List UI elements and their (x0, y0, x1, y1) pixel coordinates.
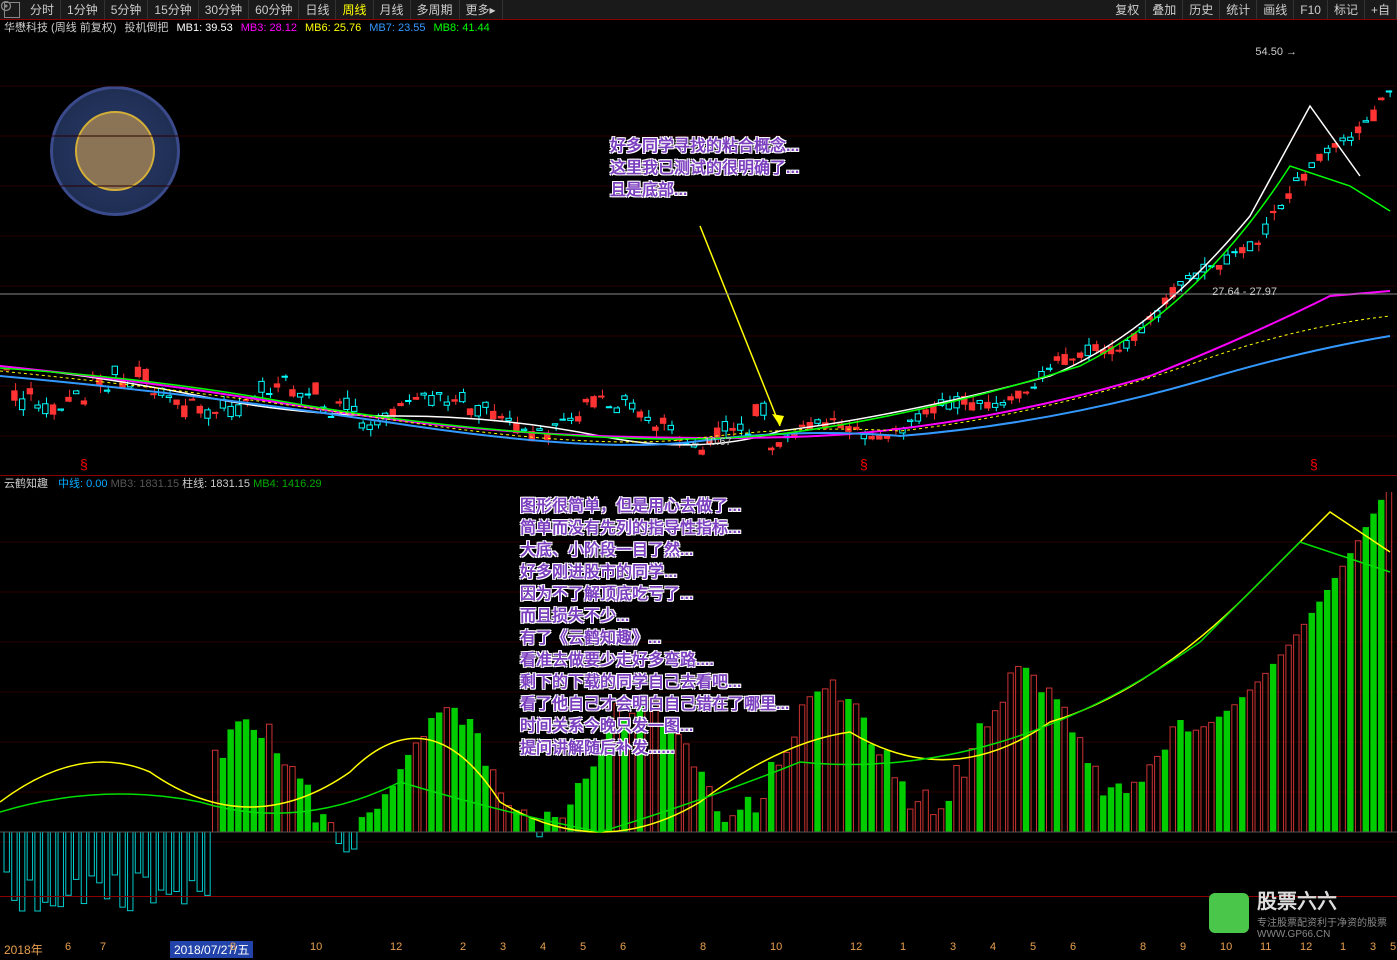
period-tab[interactable]: 15分钟 (148, 0, 198, 19)
annotation-top: 好多同学寻找的粘合概念...这里我已测试的很明确了...且是底部... (610, 136, 799, 202)
arrow-line (700, 226, 780, 426)
watermark: 股票六六 专注股票配资利于净资的股票 WWW.GP66.CN (1209, 885, 1387, 940)
period-tab[interactable]: 30分钟 (199, 0, 249, 19)
timeline-tick: 10 (770, 941, 782, 953)
period-tab[interactable]: 月线 (374, 0, 411, 19)
timeline-tick: 6 (1070, 941, 1076, 953)
toolbar-right: 复权叠加历史统计画线F10标记+自 (1109, 0, 1397, 19)
timeline-tick: 12 (850, 941, 862, 953)
tool-button[interactable]: 画线 (1257, 0, 1294, 19)
timeline-tick: 7 (100, 941, 106, 953)
timeline-tick: 9 (1180, 941, 1186, 953)
sub-values: 中线: 0.00 MB3: 1831.15 柱线: 1831.15 MB4: 1… (58, 476, 322, 492)
indicator-name: 投机倒把 (124, 20, 168, 36)
period-tab[interactable]: 5分钟 (105, 0, 149, 19)
annotation-bottom: 图形很简单，但是用心去做了...简单而没有先列的指导性指标...大底、小阶段一目… (520, 496, 789, 760)
timeline-tick: 6 (620, 941, 626, 953)
timeline: 2018年 2018/07/27/五 6 7 8 10 12 2 3 4 5 6 8 10 12 1 3 4 5… (0, 896, 1397, 960)
sub-info-bar: 云鹤知趣 中线: 0.00 MB3: 1831.15 柱线: 1831.15 M… (0, 476, 1397, 492)
period-tab[interactable]: 分时 (24, 0, 61, 19)
price-range: 27.64 - 27.97 (1212, 286, 1277, 298)
sub-name: 云鹤知趣 (4, 476, 48, 492)
tool-button[interactable]: 历史 (1183, 0, 1220, 19)
watermark-title: 股票六六 (1257, 885, 1387, 914)
marker-icon: § (860, 456, 868, 472)
watermark-url: WWW.GP66.CN (1257, 929, 1387, 940)
tool-button[interactable]: 标记 (1328, 0, 1365, 19)
period-tab[interactable]: 多周期 (411, 0, 460, 19)
mb-value: MB6: 25.76 (305, 20, 361, 36)
timeline-tick: 11 (1260, 941, 1271, 953)
watermark-sub: 专注股票配资利于净资的股票 (1257, 914, 1387, 929)
period-tab[interactable]: 周线 (336, 0, 373, 19)
main-chart: 好多同学寻找的粘合概念...这里我已测试的很明确了...且是底部... 54.5… (0, 36, 1397, 476)
timeline-tick: 10 (310, 941, 322, 953)
mb-value: MB1: 39.53 (176, 20, 232, 36)
timeline-tick: 8 (230, 941, 236, 953)
timeline-tick: 4 (990, 941, 996, 953)
timeline-tick: 10 (1220, 941, 1232, 953)
timeline-tick: 3 (950, 941, 956, 953)
price-low: ← 10.67 (690, 436, 732, 448)
tool-button[interactable]: +自 (1365, 0, 1397, 19)
mb-value: MB7: 23.55 (369, 20, 425, 36)
timeline-tick: 3 (500, 941, 506, 953)
tool-button[interactable]: 叠加 (1146, 0, 1183, 19)
gear-icon[interactable] (0, 0, 12, 12)
timeline-tick: 12 (1300, 941, 1312, 953)
period-tab[interactable]: 日线 (299, 0, 336, 19)
toolbar: 分时1分钟5分钟15分钟30分钟60分钟日线周线月线多周期更多▸ 复权叠加历史统… (0, 0, 1397, 20)
tool-button[interactable]: 复权 (1109, 0, 1146, 19)
timeline-tick: 8 (1140, 941, 1146, 953)
tool-button[interactable]: F10 (1294, 0, 1328, 19)
date-highlight: 2018/07/27/五 (170, 941, 253, 958)
timeline-tick: 8 (700, 941, 706, 953)
stock-info-bar: 华懋科技 (周线 前复权) 投机倒把 MB1: 39.53 MB3: 28.12 M… (0, 20, 1397, 36)
timeline-tick: 2 (460, 941, 466, 953)
period-tab[interactable]: 60分钟 (249, 0, 299, 19)
period-tab[interactable]: 更多▸ (460, 0, 503, 19)
main-chart-svg (0, 36, 1397, 476)
sub-chart: 图形很简单，但是用心去做了...简单而没有先列的指导性指标...大底、小阶段一目… (0, 492, 1397, 912)
marker-icon: § (1310, 456, 1318, 472)
marker-icon: § (80, 456, 88, 472)
timeline-tick: 4 (540, 941, 546, 953)
mb-value: MB3: 28.12 (241, 20, 297, 36)
toolbar-left: 分时1分钟5分钟15分钟30分钟60分钟日线周线月线多周期更多▸ (0, 0, 503, 19)
timeline-tick: 1 (900, 941, 906, 953)
timeline-tick: 5 (1030, 941, 1036, 953)
arrow-head (772, 414, 784, 426)
mb-value: MB8: 41.44 (434, 20, 490, 36)
price-high: 54.50 → (1255, 46, 1297, 58)
timeline-tick: 6 (65, 941, 71, 953)
stock-name: 华懋科技 (周线 前复权) (4, 20, 116, 36)
timeline-tick: 5 (580, 941, 586, 953)
timeline-tick: 12 (390, 941, 402, 953)
tool-button[interactable]: 统计 (1220, 0, 1257, 19)
timeline-tick: 1 (1340, 941, 1346, 953)
period-tab[interactable]: 1分钟 (61, 0, 105, 19)
year-label: 2018年 (4, 941, 43, 958)
timeline-tick: 5 (1390, 941, 1396, 953)
timeline-tick: 3 (1370, 941, 1376, 953)
watermark-icon (1209, 893, 1249, 933)
